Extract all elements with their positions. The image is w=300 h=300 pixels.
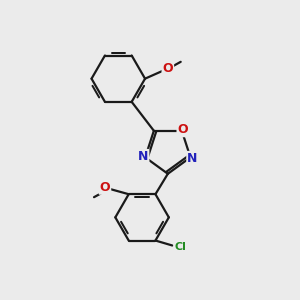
Text: O: O [163, 62, 173, 75]
Text: O: O [100, 181, 110, 194]
Text: N: N [187, 152, 198, 165]
Text: Cl: Cl [174, 242, 186, 253]
Text: N: N [138, 150, 148, 163]
Text: O: O [178, 123, 188, 136]
